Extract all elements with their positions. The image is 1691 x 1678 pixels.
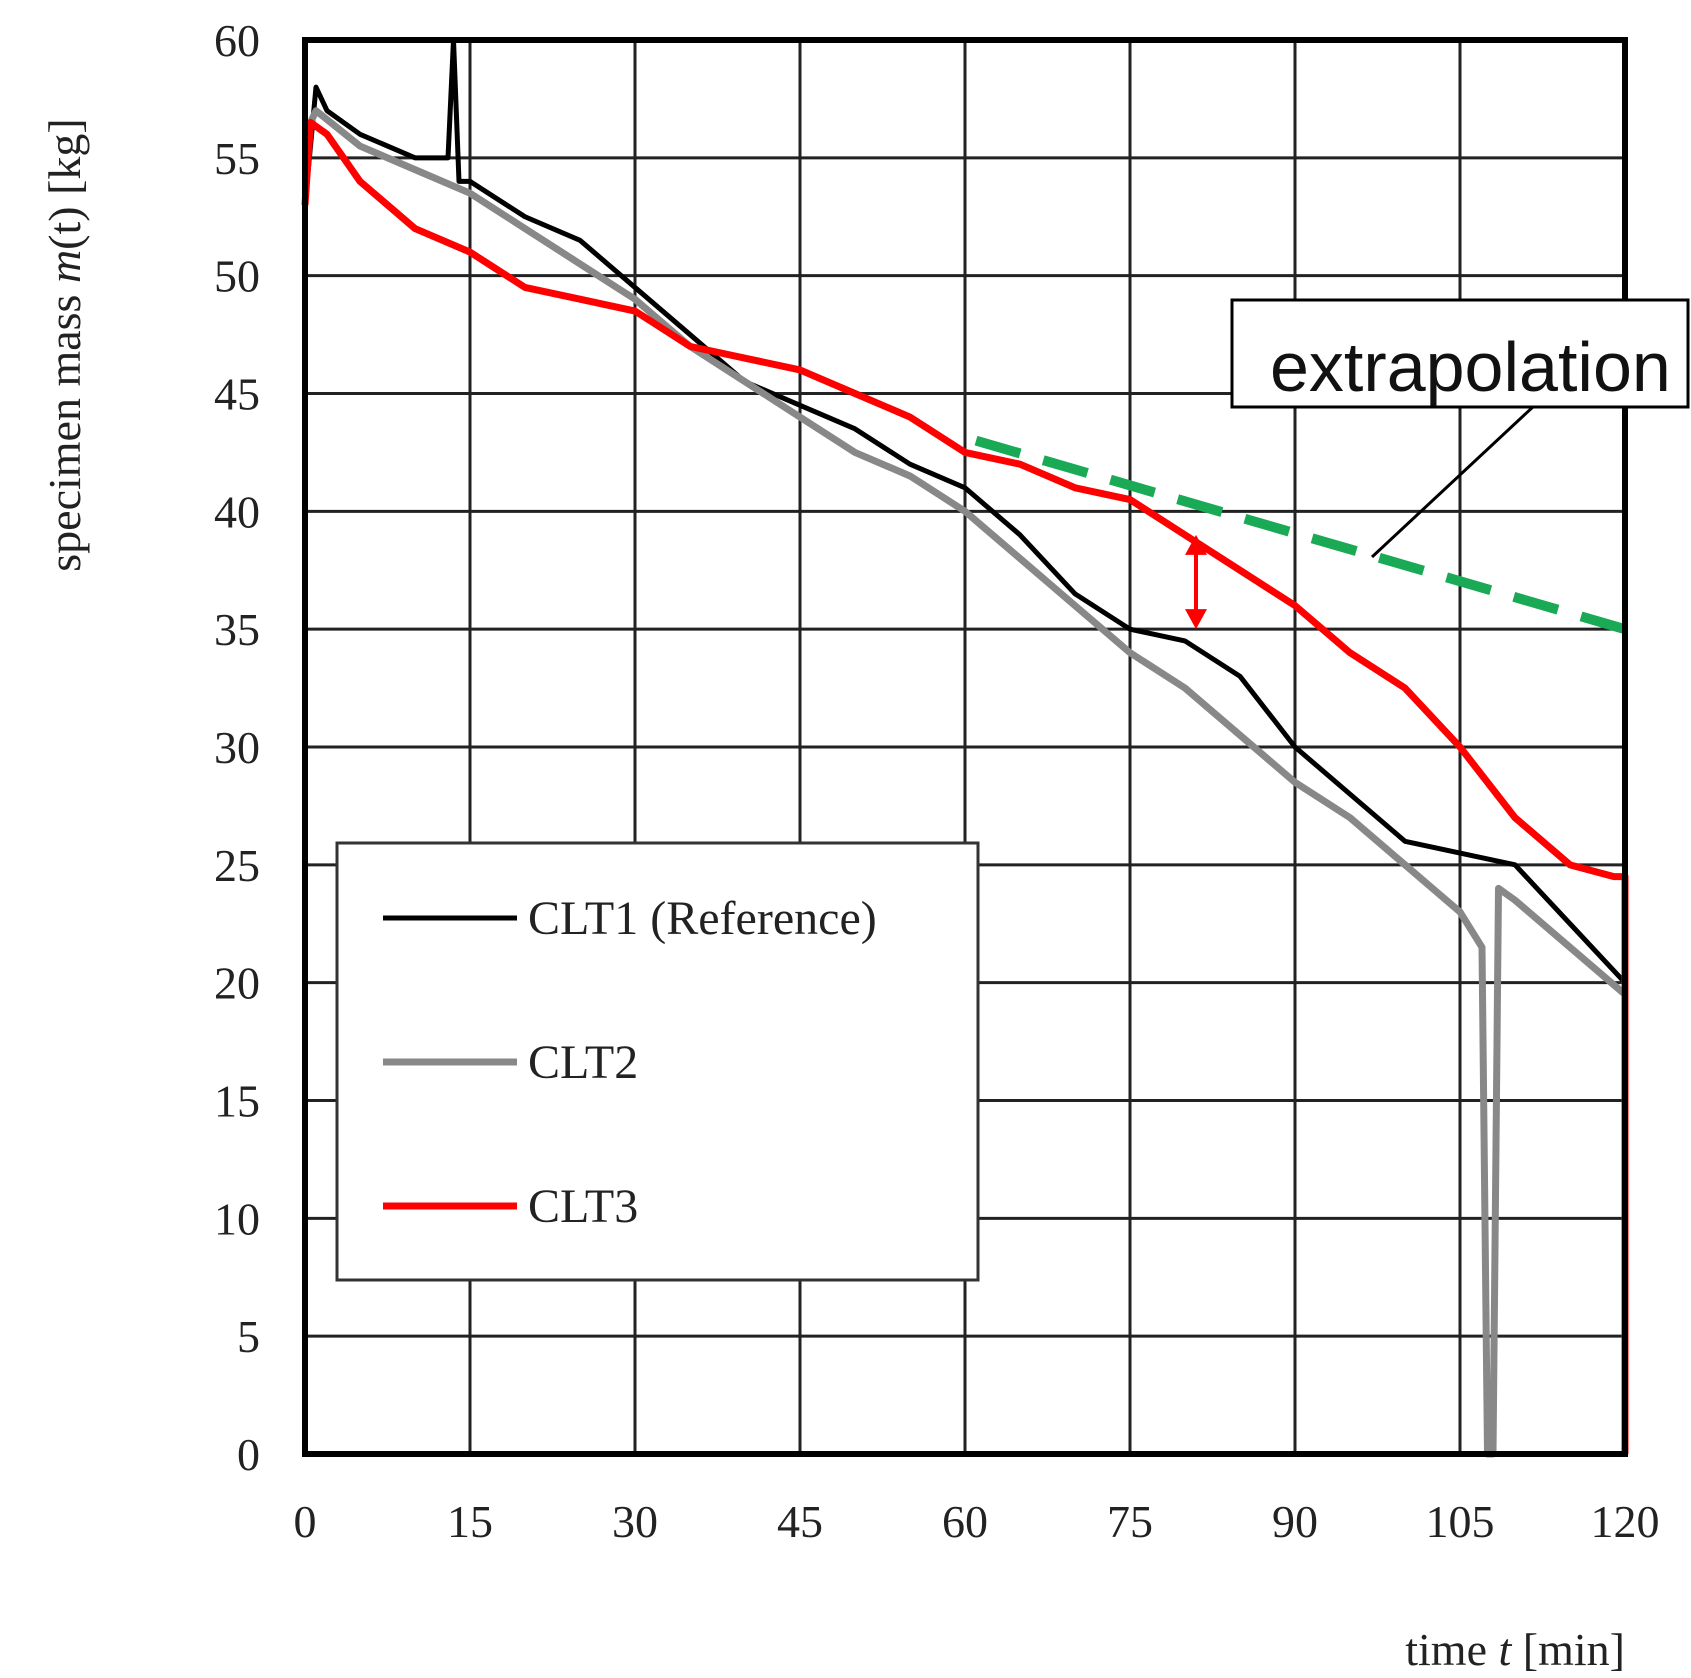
y-tick-label: 40 [214,486,260,537]
series-line-3 [301,118,1629,1454]
legend-label-clt1: CLT1 (Reference) [528,892,877,945]
legend-label-clt2: CLT2 [528,1036,638,1089]
x-tick-labels: 0 15 30 45 60 75 90 105 120 [294,1496,1660,1547]
x-axis-title-unit: [min] [1511,1624,1625,1675]
y-axis-title: specimen mass m(t) [kg] [39,118,90,572]
y-tick-label: 20 [214,958,260,1009]
y-tick-label: 35 [214,604,260,655]
y-tick-labels: 0 5 10 15 20 25 30 35 40 45 50 55 60 [214,15,260,1480]
x-tick-label: 45 [777,1496,823,1547]
difference-arrow-head-bottom [1185,609,1207,630]
x-tick-label: 0 [294,1496,317,1547]
y-tick-label: 30 [214,722,260,773]
extrapolation-line [974,435,1627,634]
x-tick-label: 60 [942,1496,988,1547]
y-tick-label: 15 [214,1076,260,1127]
extrapolation-callout: extrapolation [1230,298,1690,559]
extrapolation-layer [974,435,1627,634]
y-tick-label: 5 [237,1311,260,1362]
callout-label: extrapolation [1270,328,1671,406]
x-axis-title-variable: t [1499,1624,1513,1675]
x-tick-label: 15 [447,1496,493,1547]
y-tick-label: 50 [214,251,260,302]
y-axis-title-prefix: specimen mass [39,283,90,572]
legend-label-clt3: CLT3 [528,1180,638,1233]
x-axis-title: time t [min] [1405,1624,1625,1675]
y-axis-title-argument: (t) [39,206,90,249]
y-tick-label: 60 [214,15,260,66]
y-axis-title-variable: m [39,250,90,283]
y-tick-label: 45 [214,369,260,420]
y-tick-label: 0 [237,1429,260,1480]
x-tick-label: 120 [1591,1496,1660,1547]
series-line-1 [302,37,1627,985]
legend: CLT1 (Reference) CLT2 CLT3 [335,841,980,1282]
y-axis-title-unit: [kg] [39,118,90,206]
difference-arrow-layer [1185,534,1207,630]
y-tick-label: 10 [214,1193,260,1244]
y-tick-label: 25 [214,840,260,891]
difference-arrow-head-top [1185,534,1207,555]
x-tick-label: 75 [1107,1496,1153,1547]
callout-box [1230,298,1690,409]
x-tick-label: 105 [1426,1496,1495,1547]
callout-leader-line [1370,403,1537,559]
plot-frame [302,37,1628,1457]
y-tick-label: 55 [214,133,260,184]
x-axis-title-prefix: time [1405,1624,1498,1675]
x-tick-label: 30 [612,1496,658,1547]
x-tick-label: 90 [1272,1496,1318,1547]
